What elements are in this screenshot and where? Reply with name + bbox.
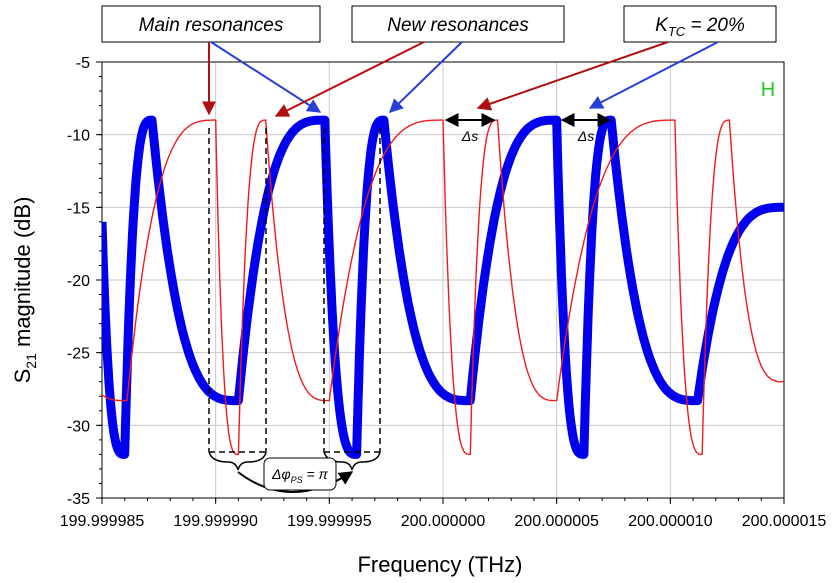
bracket-red-dashed xyxy=(208,128,267,453)
y-axis-title: S21 magnitude (dB) xyxy=(10,197,39,384)
delta-s-label-1: Δs xyxy=(461,128,478,144)
tick-labels: 199.999985 199.999990 199.999995 200.000000… xyxy=(60,55,827,530)
phase-sub: PS xyxy=(291,475,303,485)
phase-prefix: Δφ xyxy=(271,466,291,482)
y-tick-label: -30 xyxy=(67,418,90,435)
x-tick-label: 200.000010 xyxy=(628,513,713,530)
y-axis-title-main: S xyxy=(10,369,35,384)
y-axis-title-rest: magnitude (dB) xyxy=(10,197,35,354)
phase-label-box xyxy=(263,457,337,491)
phase-label: ΔφPS = π xyxy=(271,466,329,485)
arrow-main-blue xyxy=(210,41,322,113)
callout-new-resonances: New resonances xyxy=(387,15,529,36)
ktc-k: K xyxy=(655,15,669,36)
corner-label-h: H xyxy=(761,79,775,101)
phase-rest: = π xyxy=(303,466,329,482)
arrow-ktc-red xyxy=(476,41,669,111)
phase-shift-arrow xyxy=(237,471,354,493)
delta-s-label-2: Δs xyxy=(577,128,594,144)
y-axis-title-sub: 21 xyxy=(23,353,39,369)
callout-ktc: KTC = 20% xyxy=(655,15,745,39)
bracket-blue-dashed xyxy=(323,128,381,453)
callout-box-new xyxy=(351,5,565,43)
brace-left xyxy=(208,451,267,471)
ktc-rest: = 20% xyxy=(685,15,745,36)
ktc-sub: TC xyxy=(668,24,686,39)
x-tick-label: 200.000015 xyxy=(742,513,827,530)
callout-box-main xyxy=(101,5,321,43)
axis-ticks xyxy=(96,61,785,504)
x-tick-label: 199.999985 xyxy=(60,513,145,530)
annotations: Main resonances New resonances KTC = 20% Δs… xyxy=(101,5,777,493)
callout-main-resonances: Main resonances xyxy=(139,15,284,36)
arrow-new-red xyxy=(274,41,425,117)
y-tick-label: -5 xyxy=(76,55,90,72)
x-tick-label: 199.999995 xyxy=(287,513,372,530)
x-axis-title: Frequency (THz) xyxy=(357,552,522,577)
x-tick-label: 199.999990 xyxy=(173,513,258,530)
y-tick-label: -20 xyxy=(67,273,90,290)
y-tick-label: -10 xyxy=(67,128,90,145)
arrow-ktc-blue xyxy=(588,41,719,109)
x-tick-label: 200.000000 xyxy=(401,513,486,530)
y-tick-label: -25 xyxy=(67,346,90,363)
x-tick-label: 200.000005 xyxy=(514,513,599,530)
y-tick-label: -35 xyxy=(67,491,90,508)
series-line-red xyxy=(102,119,784,456)
callout-box-ktc xyxy=(623,5,777,43)
y-tick-label: -15 xyxy=(67,200,90,217)
arrow-new-blue xyxy=(388,41,463,113)
